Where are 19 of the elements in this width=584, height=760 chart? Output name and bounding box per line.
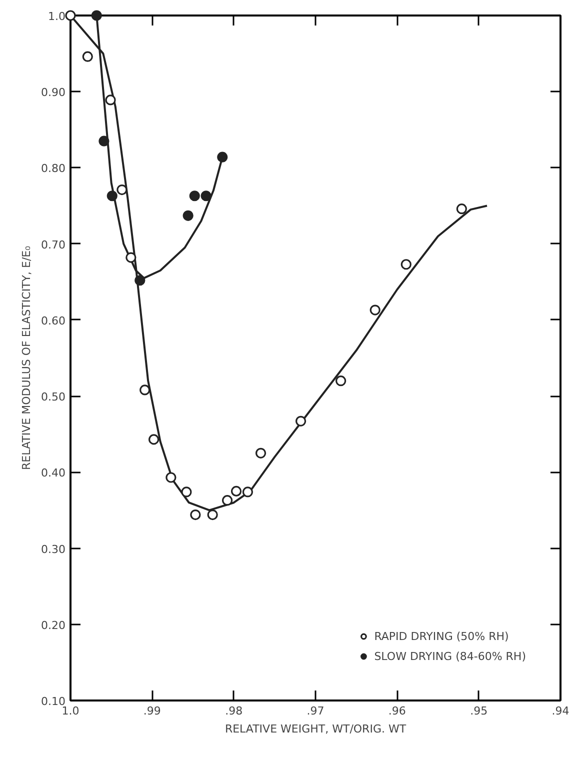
- y-tick-label: 0.90: [41, 86, 66, 100]
- x-tick-label: .97: [306, 704, 324, 718]
- y-tick-label: 0.20: [41, 618, 66, 632]
- x-tick-label: .95: [470, 704, 488, 718]
- y-tick-label: 0.80: [41, 162, 66, 176]
- x-axis-title: RELATIVE WEIGHT, WT/ORIG. WT: [224, 722, 406, 736]
- y-tick-label: 0.30: [41, 542, 66, 556]
- y-tick-label: 0.60: [41, 314, 66, 328]
- x-tick-label: .98: [225, 704, 243, 718]
- x-tick-label: .99: [143, 704, 161, 718]
- x-tick-label: .96: [388, 704, 406, 718]
- y-axis-title: RELATIVE MODULUS OF ELASTICITY, E/E₀: [20, 245, 34, 470]
- y-tick-label: 0.70: [41, 238, 66, 252]
- x-tick-label: .94: [552, 704, 570, 718]
- y-tick-label: 0.40: [41, 466, 66, 480]
- legend-label: RAPID DRYING (50% RH): [374, 630, 509, 642]
- legend-label: SLOW DRYING (84-60% RH): [374, 650, 526, 662]
- y-tick-label: 0.50: [41, 390, 66, 404]
- y-tick-label: 1.0: [48, 10, 66, 23]
